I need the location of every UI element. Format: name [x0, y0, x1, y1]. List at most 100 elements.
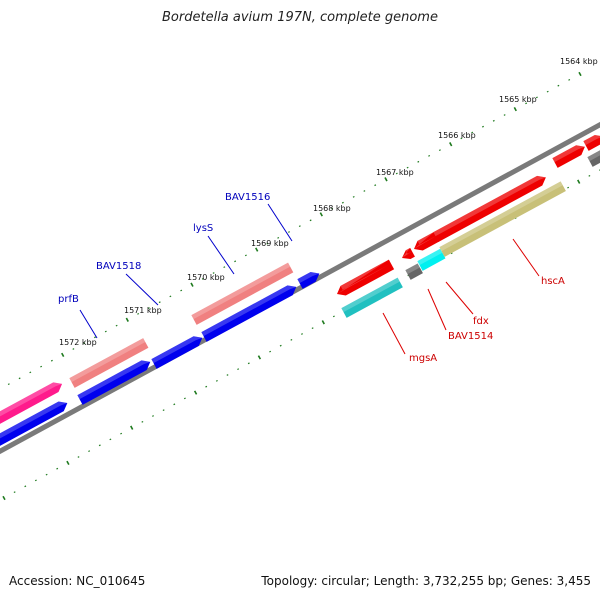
gene-feature-hsca-olive	[439, 181, 566, 257]
gene-feature-red-3	[433, 175, 546, 242]
gene-feature-prfb-salmon-highlight	[69, 338, 146, 383]
inner-minor-tick	[183, 397, 186, 400]
outer-minor-tick	[234, 260, 237, 263]
kbp-label-1565: 1565 kbp	[499, 95, 537, 104]
genome-summary-text: Topology: circular; Length: 3,732,255 bp…	[261, 574, 591, 588]
inner-minor-tick	[301, 333, 303, 335]
inner-minor-tick	[141, 420, 144, 423]
gene-feature-lyss-salmon-highlight	[191, 262, 291, 320]
callout-hsca	[512, 238, 540, 277]
outer-minor-tick	[492, 119, 495, 122]
gene-feature-pink-highlight	[0, 382, 63, 423]
gene-feature-blue-5-highlight	[297, 272, 320, 284]
outer-minor-tick	[298, 225, 301, 228]
inner-minor-tick	[88, 450, 91, 453]
kbp-label-1564: 1564 kbp	[560, 57, 598, 66]
outer-major-tick	[319, 212, 323, 217]
outer-minor-tick	[471, 131, 474, 134]
outer-minor-tick	[535, 96, 538, 99]
outer-minor-tick	[568, 78, 571, 81]
kbp-label-1567: 1567 kbp	[376, 168, 414, 177]
kbp-label-1568: 1568 kbp	[313, 204, 351, 213]
inner-major-tick	[577, 179, 581, 184]
outer-major-tick	[190, 282, 194, 287]
gene-feature-red-small-highlight	[402, 247, 413, 258]
outer-major-tick	[61, 352, 65, 358]
inner-minor-tick	[226, 374, 229, 376]
inner-minor-tick	[56, 467, 59, 470]
callout-lyss	[207, 235, 235, 275]
inner-minor-tick	[24, 485, 27, 488]
outer-minor-tick	[158, 301, 161, 304]
outer-minor-tick	[83, 342, 86, 345]
genome-backbone	[0, 121, 600, 455]
outer-major-tick	[449, 142, 453, 147]
kbp-label-1570: 1570 kbp	[187, 273, 225, 282]
outer-minor-tick	[406, 166, 409, 169]
gene-feature-grey-small-highlight	[405, 263, 420, 275]
inner-minor-tick	[237, 368, 240, 371]
gene-feature-red-4-highlight	[552, 145, 585, 163]
kbp-label-1571: 1571 kbp	[124, 306, 162, 315]
gene-labels-bottom: mgsA BAV1514 fdx hscA	[409, 276, 565, 364]
kbp-label-1572: 1572 kbp	[59, 338, 97, 347]
outer-tick-track	[7, 71, 582, 386]
outer-minor-tick	[309, 219, 312, 222]
inner-minor-tick	[567, 186, 570, 189]
inner-minor-tick	[311, 327, 314, 330]
inner-minor-tick	[173, 403, 176, 406]
gene-feature-red-3-highlight	[433, 175, 546, 237]
gene-label-hsca: hscA	[541, 276, 565, 287]
outer-major-tick	[384, 177, 388, 182]
outer-major-tick	[513, 106, 517, 112]
gene-feature-grey-end-highlight	[587, 150, 600, 162]
gene-feature-blue-4-highlight	[201, 285, 297, 337]
outer-minor-tick	[525, 102, 528, 105]
outer-minor-tick	[438, 149, 441, 152]
outer-minor-tick	[331, 207, 334, 210]
gene-feature-blue-2-highlight	[77, 360, 151, 400]
inner-major-tick	[2, 495, 6, 501]
label-callouts	[79, 203, 540, 355]
gene-labels-top: prfB BAV1518 lysS BAV1516	[58, 192, 270, 305]
inner-minor-tick	[205, 385, 208, 388]
gene-label-prfb: prfB	[58, 294, 79, 305]
gene-feature-red-5-highlight	[583, 134, 600, 146]
callout-bav1514	[427, 288, 447, 331]
gene-feature-blue-5	[297, 272, 320, 289]
outer-minor-tick	[546, 90, 549, 93]
outer-minor-tick	[137, 312, 140, 315]
gene-feature-red-4	[552, 145, 585, 168]
gene-feature-blue-3	[151, 336, 203, 369]
inner-minor-tick	[279, 344, 282, 347]
inner-minor-tick	[120, 432, 123, 435]
outer-minor-tick	[503, 114, 506, 116]
outer-major-tick	[125, 317, 129, 322]
outer-minor-tick	[557, 84, 560, 87]
gene-label-bav1518: BAV1518	[96, 261, 141, 272]
inner-minor-tick	[588, 174, 591, 177]
map-title: Bordetella avium 197N, complete genome	[162, 10, 438, 25]
gene-feature-blue-2	[77, 360, 151, 405]
inner-minor-tick	[45, 473, 48, 476]
outer-minor-tick	[266, 242, 269, 245]
outer-minor-tick	[395, 172, 398, 175]
inner-major-tick	[321, 320, 325, 325]
gene-feature-cyan-fdx	[417, 248, 446, 271]
outer-minor-tick	[363, 190, 366, 192]
inner-minor-tick	[332, 315, 335, 318]
gene-feature-cyan-fdx-highlight	[417, 248, 443, 266]
gene-label-bav1514: BAV1514	[448, 331, 493, 342]
inner-minor-tick	[13, 491, 16, 494]
outer-minor-tick	[201, 277, 204, 280]
outer-minor-tick	[72, 348, 75, 350]
kbp-labels: 1564 kbp 1565 kbp 1566 kbp 1567 kbp 1568…	[59, 57, 598, 347]
inner-minor-tick	[34, 479, 37, 482]
outer-minor-tick	[417, 160, 420, 163]
outer-minor-tick	[288, 231, 290, 233]
outer-minor-tick	[482, 125, 484, 128]
outer-minor-tick	[180, 289, 183, 292]
inner-minor-tick	[247, 362, 250, 365]
outer-minor-tick	[7, 383, 10, 386]
